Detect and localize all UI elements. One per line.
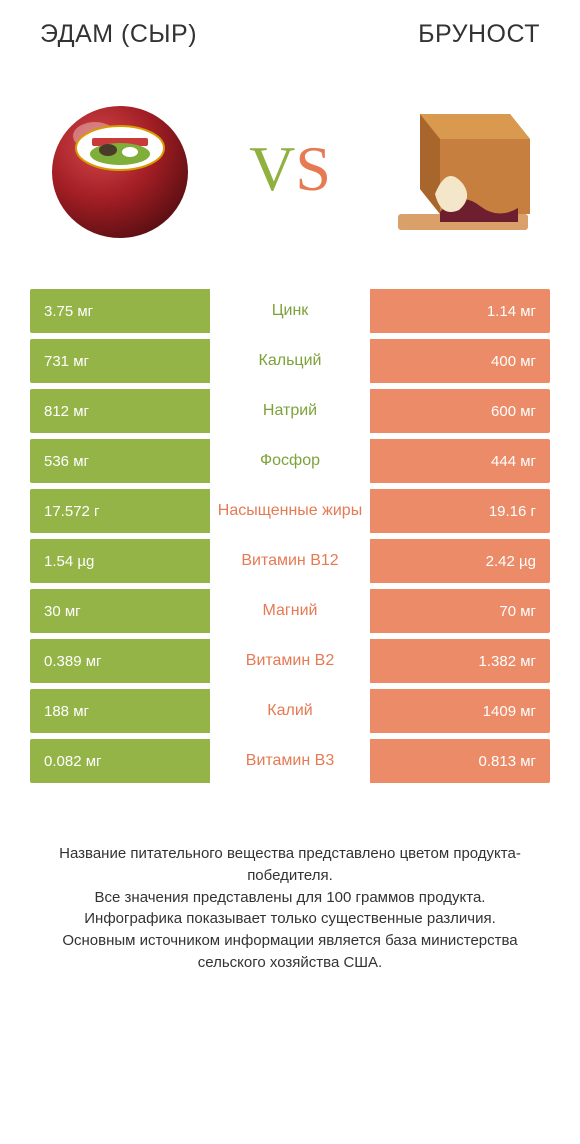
vs-s-char: S <box>295 133 331 204</box>
left-product-image <box>40 89 200 249</box>
right-value-cell: 2.42 µg <box>370 539 550 583</box>
comparison-row: 3.75 мгЦинк1.14 мг <box>30 289 550 333</box>
left-value-cell: 3.75 мг <box>30 289 210 333</box>
comparison-row: 536 мгФосфор444 мг <box>30 439 550 483</box>
comparison-row: 812 мгНатрий600 мг <box>30 389 550 433</box>
footnote-text: Название питательного вещества представл… <box>30 843 550 974</box>
comparison-row: 188 мгКалий1409 мг <box>30 689 550 733</box>
left-value-cell: 17.572 г <box>30 489 210 533</box>
nutrient-label: Витамин B2 <box>210 639 370 683</box>
left-product-title: ЭДАМ (СЫР) <box>40 20 197 49</box>
comparison-row: 0.082 мгВитамин B30.813 мг <box>30 739 550 783</box>
right-product-image <box>380 89 540 249</box>
right-value-cell: 1.382 мг <box>370 639 550 683</box>
left-value-cell: 812 мг <box>30 389 210 433</box>
comparison-row: 17.572 гНасыщенные жиры19.16 г <box>30 489 550 533</box>
edam-cheese-icon <box>45 94 195 244</box>
title-row: ЭДАМ (СЫР) БРУНОСТ <box>30 20 550 59</box>
right-value-cell: 1.14 мг <box>370 289 550 333</box>
left-value-cell: 188 мг <box>30 689 210 733</box>
right-value-cell: 1409 мг <box>370 689 550 733</box>
right-value-cell: 600 мг <box>370 389 550 433</box>
nutrient-label: Магний <box>210 589 370 633</box>
nutrient-label: Калий <box>210 689 370 733</box>
left-value-cell: 0.082 мг <box>30 739 210 783</box>
left-value-cell: 30 мг <box>30 589 210 633</box>
right-value-cell: 0.813 мг <box>370 739 550 783</box>
left-value-cell: 1.54 µg <box>30 539 210 583</box>
hero-row: VS <box>30 59 550 289</box>
left-value-cell: 536 мг <box>30 439 210 483</box>
nutrient-label: Цинк <box>210 289 370 333</box>
comparison-row: 731 мгКальций400 мг <box>30 339 550 383</box>
nutrient-label: Кальций <box>210 339 370 383</box>
right-value-cell: 444 мг <box>370 439 550 483</box>
left-value-cell: 0.389 мг <box>30 639 210 683</box>
right-value-cell: 19.16 г <box>370 489 550 533</box>
left-value-cell: 731 мг <box>30 339 210 383</box>
right-value-cell: 70 мг <box>370 589 550 633</box>
comparison-row: 1.54 µgВитамин B122.42 µg <box>30 539 550 583</box>
right-value-cell: 400 мг <box>370 339 550 383</box>
nutrient-label: Насыщенные жиры <box>210 489 370 533</box>
vs-label: VS <box>249 132 331 206</box>
comparison-row: 30 мгМагний70 мг <box>30 589 550 633</box>
comparison-table: 3.75 мгЦинк1.14 мг 731 мгКальций400 мг 812… <box>30 289 550 783</box>
nutrient-label: Витамин B12 <box>210 539 370 583</box>
comparison-row: 0.389 мгВитамин B21.382 мг <box>30 639 550 683</box>
brunost-cheese-icon <box>380 94 540 244</box>
nutrient-label: Натрий <box>210 389 370 433</box>
nutrient-label: Витамин B3 <box>210 739 370 783</box>
nutrient-label: Фосфор <box>210 439 370 483</box>
vs-v-char: V <box>249 133 295 204</box>
right-product-title: БРУНОСТ <box>418 20 540 49</box>
